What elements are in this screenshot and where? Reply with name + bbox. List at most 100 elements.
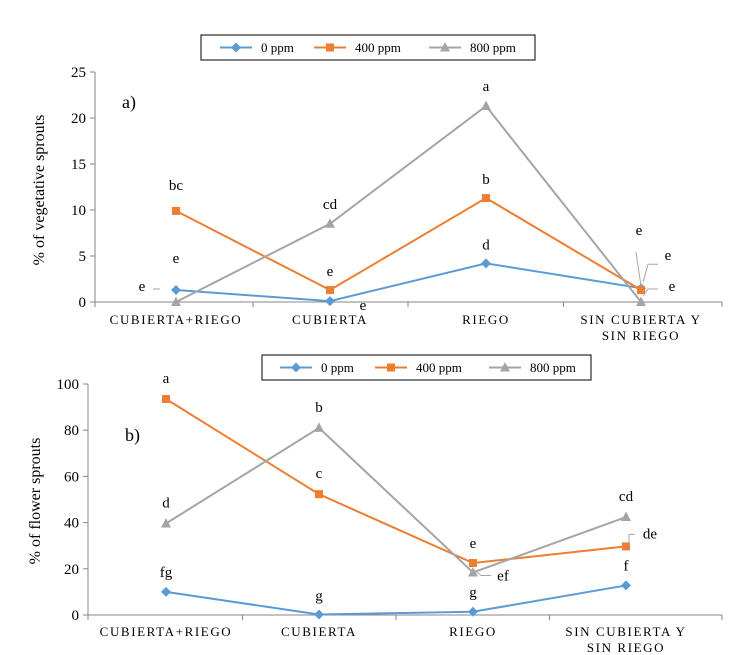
chart-b-series-0ppm-significance-letter: fg: [160, 565, 173, 581]
chart-a-series-0ppm-line: [175, 262, 642, 303]
chart-b-series-400ppm-significance-letter: c: [316, 466, 323, 482]
chart-a-series-0ppm-significance-letter: e: [173, 251, 180, 267]
chart-b-series-400ppm-significance-letter: a: [163, 371, 170, 387]
chart-a-ylabel: % of vegetative sprouts: [31, 115, 48, 266]
chart-b-legend-label: 800 ppm: [530, 360, 576, 375]
chart-b-panel-label: b): [125, 425, 140, 446]
chart-a-panel-label: a): [122, 92, 136, 113]
chart-a-series-800ppm-significance-letter: cd: [323, 197, 338, 213]
chart-a-series-800ppm-significance-letter: e: [139, 279, 146, 295]
chart-a-category-label: CUBIERTA+RIEGO: [110, 312, 243, 327]
chart-a-series-0ppm-point: [481, 258, 491, 269]
chart-a-series-800ppm-significance-letter: a: [483, 79, 490, 95]
chart-a: 0 5 10 15 20 25 CUBIERTA+RIEGO CUBIERTA RIEGO SIN…: [31, 34, 723, 343]
chart-b-series-800ppm-point: [621, 511, 631, 522]
chart-b-ytick-label: 80: [64, 423, 79, 439]
chart-a-legend-swatch-marker: [440, 42, 450, 52]
chart-a-series-0ppm-significance-letter: d: [482, 237, 490, 253]
chart-a-category-line: CUBIERTA: [292, 312, 368, 327]
chart-a-series-0ppm: e e d e: [171, 237, 672, 314]
chart-a-series-800ppm-point: [636, 296, 646, 306]
chart-b-ytick-label: 60: [64, 469, 79, 485]
chart-b-ytick-label: 40: [64, 516, 79, 532]
chart-b-series-0ppm-significance-letter: g: [315, 589, 323, 605]
chart-b-series-0ppm-point: [468, 606, 478, 617]
chart-a-legend-label: 0 ppm: [261, 40, 294, 55]
chart-b-ytick-label: 100: [57, 377, 80, 393]
chart-a-legend-box: [200, 34, 536, 61]
chart-a-category-line: CUBIERTA+RIEGO: [110, 312, 243, 327]
chart-b-series-800ppm-significance-letter: cd: [619, 489, 634, 505]
chart-b-category-label: SIN CUBIERTA Y SIN RIEGO: [565, 624, 686, 655]
chart-b-series-0ppm-point: [314, 609, 324, 620]
chart-a-ytick-label: 15: [71, 157, 86, 173]
chart-a-series-400ppm-point: [637, 286, 645, 295]
chart-b-series-400ppm-significance-letter: de: [643, 526, 658, 542]
chart-a-legend-label: 800 ppm: [470, 40, 516, 55]
chart-a-ytick-label: 20: [71, 111, 86, 127]
chart-a-series-400ppm-significance-letter: e: [636, 223, 643, 239]
chart-a-series-400ppm-point: [482, 194, 490, 203]
chart-b-legend-swatch-marker: [387, 363, 395, 372]
chart-a-series-400ppm-letter-leader: [635, 251, 642, 287]
chart-b-series-800ppm-significance-letter: d: [162, 496, 170, 512]
chart-a-series-800ppm-point: [325, 218, 335, 228]
chart-b-series-0ppm-point: [161, 586, 171, 597]
chart-b-ytick-label: 0: [72, 608, 80, 624]
chart-b-category-line: SIN RIEGO: [587, 640, 665, 655]
chart-a-series-0ppm-significance-letter: e: [665, 248, 672, 264]
chart-b-category-label: CUBIERTA: [281, 624, 357, 639]
chart-a-series-400ppm-line: [175, 196, 642, 292]
chart-b-series-800ppm-letter-leader: [475, 571, 491, 576]
chart-a-legend: 0 ppm 400 ppm 800 ppm: [200, 34, 536, 61]
chart-b-series-400ppm-line: [165, 398, 627, 565]
chart-a-series-800ppm-significance-letter: e: [669, 279, 676, 295]
chart-a-series-400ppm-significance-letter: bc: [169, 178, 184, 194]
chart-b-category-line: CUBIERTA+RIEGO: [100, 624, 233, 639]
chart-a-ytick-label: 0: [79, 295, 87, 311]
chart-a-series-400ppm-point: [172, 206, 180, 215]
chart-a-series-800ppm-letter-leader: [642, 288, 658, 297]
chart-a-category-label: SIN CUBIERTA Y SIN RIEGO: [580, 312, 701, 343]
chart-b-series-400ppm-point: [469, 559, 477, 568]
chart-b: 0 20 40 60 80 100 CUBIERTA+RIEGO CUBIERTA RIEGO S…: [27, 354, 723, 655]
chart-b-series-800ppm-significance-letter: ef: [497, 568, 509, 584]
chart-b-legend-label: 400 ppm: [416, 360, 462, 375]
chart-a-series-400ppm: bc e b e: [169, 172, 645, 295]
chart-b-legend-label: 0 ppm: [321, 360, 354, 375]
chart-b-category-label: CUBIERTA+RIEGO: [100, 624, 233, 639]
chart-a-legend-label: 400 ppm: [355, 40, 401, 55]
chart-a-category-label: RIEGO: [462, 312, 510, 327]
chart-b-series-0ppm-significance-letter: f: [624, 558, 629, 574]
chart-b-series-800ppm-point: [314, 422, 324, 432]
chart-b-category-label: RIEGO: [449, 624, 497, 639]
chart-b-series-0ppm-point: [621, 580, 631, 591]
chart-a-series-0ppm-point: [325, 296, 335, 307]
chart-b-legend: 0 ppm 400 ppm 800 ppm: [261, 354, 592, 381]
chart-b-ylabel: % of flower sprouts: [27, 438, 44, 565]
chart-a-series-800ppm-point: [171, 296, 181, 306]
chart-a-series-0ppm-point: [171, 285, 181, 296]
chart-b-series-400ppm-significance-letter: e: [470, 536, 477, 552]
chart-b-legend-box: [261, 354, 592, 381]
chart-b-series-800ppm-point: [161, 518, 171, 528]
chart-a-legend-swatch-marker: [326, 43, 334, 52]
chart-a-series-400ppm-significance-letter: e: [327, 264, 334, 280]
chart-b-category-line: RIEGO: [449, 624, 497, 639]
chart-b-series-400ppm-point: [315, 490, 323, 499]
chart-b-series-0ppm-line: [165, 584, 627, 616]
chart-a-series-0ppm-significance-letter: e: [360, 298, 367, 314]
chart-b-series-400ppm-point: [622, 542, 630, 551]
chart-b-category-line: CUBIERTA: [281, 624, 357, 639]
chart-a-category-line: SIN CUBIERTA Y: [580, 312, 701, 327]
chart-b-legend-swatch-marker: [291, 362, 301, 373]
chart-a-series-400ppm-significance-letter: b: [482, 172, 490, 188]
chart-a-ytick-label: 25: [71, 65, 86, 81]
chart-a-series-0ppm-letter-leader: [642, 263, 658, 283]
chart-a-series-400ppm-point: [326, 286, 334, 295]
chart-a-ytick-label: 10: [71, 203, 86, 219]
chart-b-series-0ppm: fg g g f: [160, 558, 631, 620]
chart-b-series-400ppm-letter-leader: [628, 533, 635, 546]
